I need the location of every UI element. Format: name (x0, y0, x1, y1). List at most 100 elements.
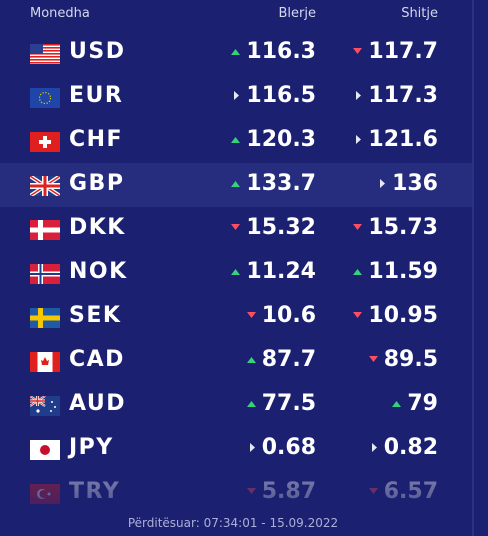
sell-cell: 117.3 (355, 83, 438, 108)
flag (30, 264, 60, 284)
flag (30, 88, 60, 108)
currency-code: NOK (69, 259, 128, 284)
arrow-down (231, 224, 241, 230)
rate-row: CAD 87.7 89.5 (0, 339, 472, 383)
arrow-down (353, 312, 363, 318)
updated-text: Përditësuar: 07:34:01 - 15.09.2022 (127, 516, 339, 530)
arrow-flat (380, 179, 386, 188)
sell-rate: 117.3 (368, 83, 438, 108)
flag (30, 44, 60, 64)
rates-panel: Monedha Blerje Shitje USD 116.3 117.7 EU… (0, 0, 474, 536)
flag (30, 440, 60, 460)
arrow-down (353, 48, 363, 54)
buy-rate: 77.5 (261, 391, 316, 416)
arrow-flat (371, 443, 377, 452)
arrow-up (231, 269, 241, 275)
buy-cell: 116.5 (233, 83, 316, 108)
sell-rate: 89.5 (383, 347, 438, 372)
buy-rate: 133.7 (246, 171, 316, 196)
flag-cross (30, 396, 45, 406)
rate-row: GBP 133.7 136 (0, 163, 472, 207)
flag-band (52, 352, 60, 372)
flag-stripe (30, 56, 60, 58)
buy-rate: 116.3 (246, 39, 316, 64)
arrow-up (392, 401, 402, 407)
flag-cross (30, 315, 60, 321)
flag (30, 396, 60, 416)
header-buy: Blerje (278, 6, 316, 21)
sell-rate: 79 (407, 391, 438, 416)
sell-rate: 15.73 (368, 215, 438, 240)
sell-cell: 117.7 (353, 39, 438, 64)
rate-row: EUR 116.5 117.3 (0, 75, 472, 119)
arrow-up (246, 401, 256, 407)
arrow-up (246, 357, 256, 363)
flag-star (50, 410, 52, 412)
sell-cell: 11.59 (353, 259, 438, 284)
buy-cell: 120.3 (231, 127, 316, 152)
header-currency: Monedha (30, 6, 90, 21)
flag-bg (30, 88, 60, 108)
buy-rate: 87.7 (261, 347, 316, 372)
arrow-up (353, 269, 363, 275)
flag-star (51, 401, 53, 403)
flag-cross (30, 176, 60, 196)
sell-rate: 11.59 (368, 259, 438, 284)
arrow-up (231, 181, 241, 187)
flag-stripe (30, 62, 60, 64)
flag (30, 308, 60, 328)
flag-canton (30, 44, 43, 54)
flag-band (30, 352, 38, 372)
arrow-flat (356, 91, 362, 100)
flag-cross (39, 140, 51, 144)
sell-rate: 117.7 (368, 39, 438, 64)
arrow-down (246, 312, 256, 318)
sell-cell: 136 (379, 171, 438, 196)
flag-stars (38, 91, 52, 105)
currency-code: CHF (69, 127, 124, 152)
buy-cell: 77.5 (246, 391, 316, 416)
flag (30, 220, 60, 240)
flag-sun (40, 445, 50, 455)
buy-rate: 15.32 (246, 215, 316, 240)
flag-stripe (30, 53, 60, 55)
rate-row: USD 116.3 117.7 (0, 31, 472, 75)
arrow-flat (249, 443, 255, 452)
flag-star (54, 406, 56, 408)
rate-row: NOK 11.24 11.59 (0, 251, 472, 295)
sell-cell: 15.73 (353, 215, 438, 240)
buy-cell: 11.24 (231, 259, 316, 284)
flag (30, 176, 60, 196)
rate-row: AUD 77.5 79 (0, 383, 472, 427)
currency-code: EUR (69, 83, 124, 108)
currency-code: GBP (69, 171, 125, 196)
arrow-down (353, 224, 363, 230)
flag-stripe (30, 44, 60, 46)
currency-code: DKK (69, 215, 126, 240)
sell-rate: 121.6 (368, 127, 438, 152)
buy-rate: 10.6 (261, 303, 316, 328)
header-sell: Shitje (401, 6, 438, 21)
rate-row: JPY 0.68 0.82 (0, 427, 472, 471)
flag-cross (30, 273, 60, 275)
currency-code: USD (69, 39, 126, 64)
buy-cell: 116.3 (231, 39, 316, 64)
buy-rate: 120.3 (246, 127, 316, 152)
rate-row: DKK 15.32 15.73 (0, 207, 472, 251)
arrow-up (231, 49, 241, 55)
currency-code: AUD (69, 391, 126, 416)
flag (30, 352, 60, 372)
flag-star (36, 409, 40, 413)
sell-rate: 0.82 (383, 435, 438, 460)
currency-code: JPY (69, 435, 114, 460)
buy-rate: 11.24 (246, 259, 316, 284)
flag-stripe (30, 47, 60, 49)
flag-cross (30, 227, 60, 233)
buy-cell: 87.7 (246, 347, 316, 372)
flag-stripe (30, 50, 60, 52)
sell-rate: 10.95 (368, 303, 438, 328)
arrow-flat (234, 91, 240, 100)
currency-code: CAD (69, 347, 125, 372)
sell-cell: 121.6 (355, 127, 438, 152)
rate-row: CHF 120.3 121.6 (0, 119, 472, 163)
